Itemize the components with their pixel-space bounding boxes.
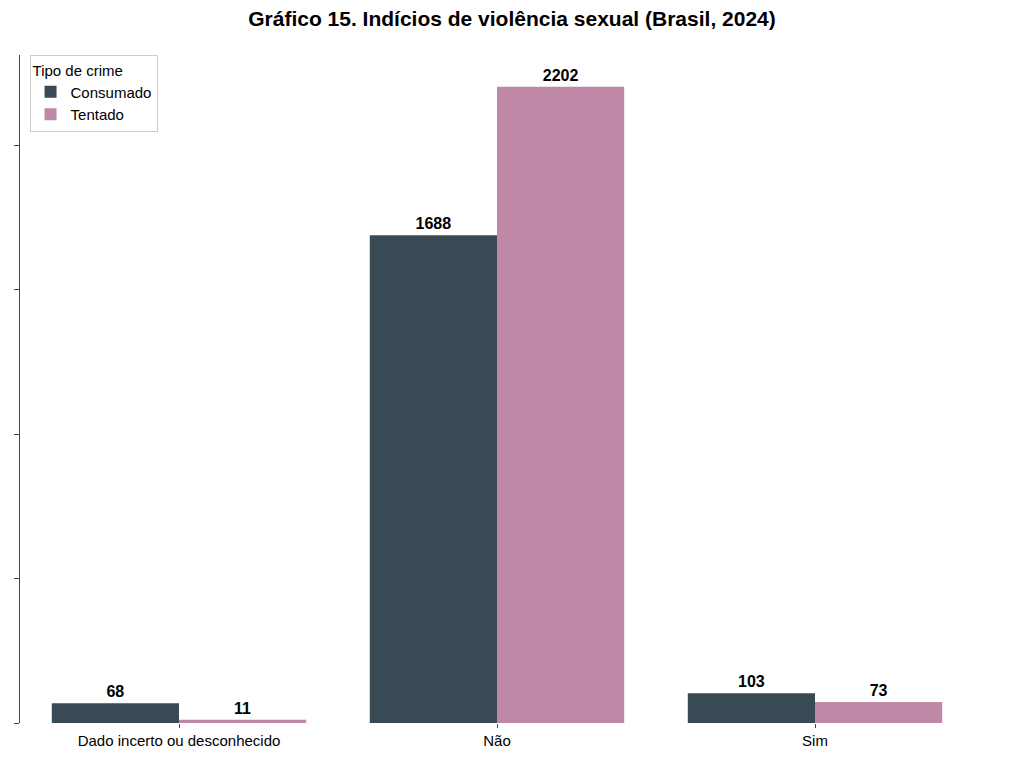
- svg-text:Dado incerto ou desconhecido: Dado incerto ou desconhecido: [78, 732, 281, 749]
- svg-text:Consumado: Consumado: [71, 84, 152, 101]
- svg-text:Sim: Sim: [802, 732, 828, 749]
- svg-text:2202: 2202: [543, 67, 579, 84]
- svg-text:Tipo de crime: Tipo de crime: [33, 62, 123, 79]
- svg-text:Gráfico 15. Indícios de violên: Gráfico 15. Indícios de violência sexual…: [248, 7, 776, 30]
- svg-text:73: 73: [870, 682, 888, 699]
- svg-text:Não: Não: [483, 732, 511, 749]
- svg-text:68: 68: [106, 683, 124, 700]
- svg-text:Tentado: Tentado: [71, 106, 124, 123]
- svg-text:103: 103: [738, 673, 765, 690]
- svg-text:1688: 1688: [416, 215, 452, 232]
- svg-text:11: 11: [234, 700, 251, 717]
